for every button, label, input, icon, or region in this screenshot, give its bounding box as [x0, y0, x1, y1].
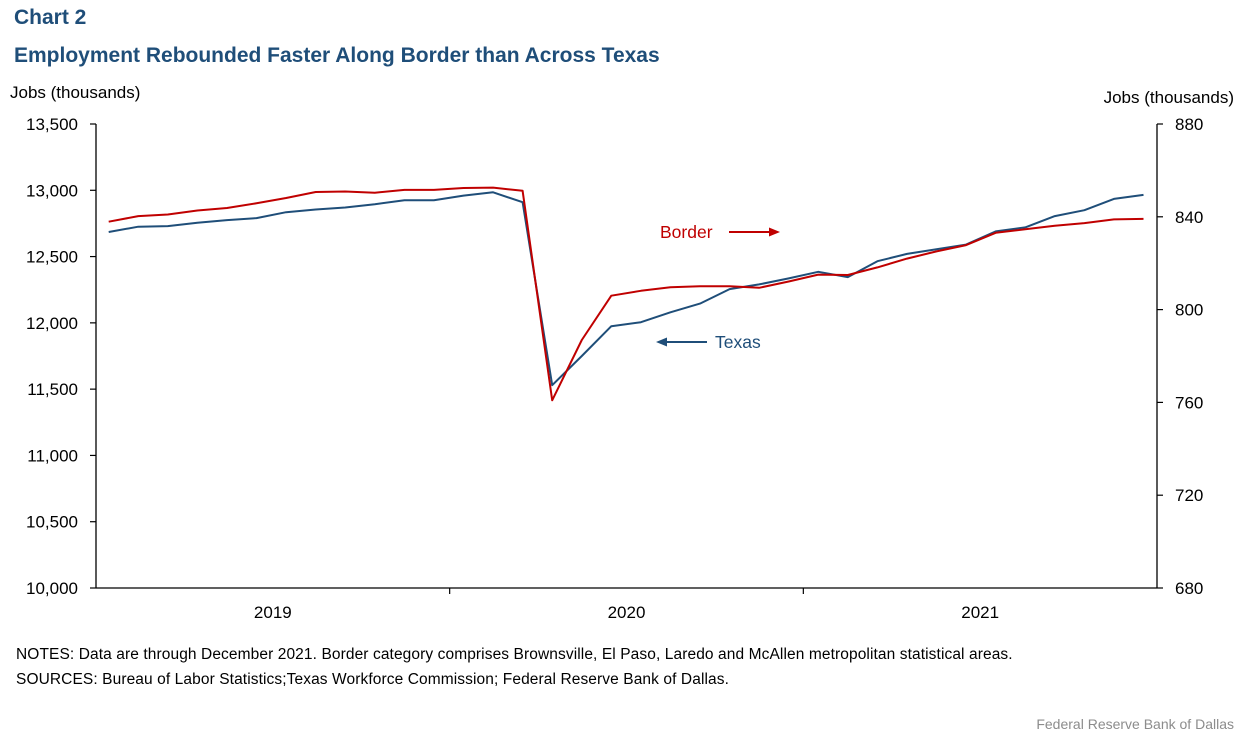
left-tick-label: 10,500 — [26, 513, 78, 532]
texas-arrow-head — [656, 337, 667, 347]
right-tick-label: 880 — [1175, 115, 1203, 134]
series-line-border — [108, 186, 1144, 402]
right-tick-label: 840 — [1175, 208, 1203, 227]
texas-annotation-label: Texas — [715, 332, 761, 352]
right-tick-label: 720 — [1175, 486, 1203, 505]
border-arrow-head — [769, 227, 780, 237]
series-annotations: Border Texas — [656, 222, 780, 352]
left-tick-label: 12,000 — [26, 314, 78, 333]
notes-text: NOTES: Data are through December 2021. B… — [16, 646, 1013, 663]
x-tick-label: 2020 — [608, 603, 646, 622]
left-axis-title: Jobs (thousands) — [10, 83, 141, 102]
x-tick-label: 2019 — [254, 603, 292, 622]
chart-title: Employment Rebounded Faster Along Border… — [14, 44, 660, 67]
axes — [95, 124, 1158, 589]
right-tick-label: 680 — [1175, 579, 1203, 598]
series-line-texas — [108, 191, 1144, 387]
chart-notes: NOTES: Data are through December 2021. B… — [16, 642, 1013, 692]
left-tick-label: 13,000 — [26, 181, 78, 200]
series-lines — [108, 186, 1144, 402]
right-axis-ticks: 880 840 800 760 720 680 — [1157, 115, 1203, 598]
left-tick-label: 12,500 — [26, 248, 78, 267]
chart-label: Chart 2 — [14, 6, 87, 29]
sources-text: SOURCES: Bureau of Labor Statistics;Texa… — [16, 671, 730, 688]
x-axis-ticks: 2019 2020 2021 — [254, 588, 999, 622]
right-tick-label: 760 — [1175, 393, 1203, 412]
border-annotation-label: Border — [660, 222, 713, 242]
right-axis-title: Jobs (thousands) — [1103, 88, 1234, 107]
left-axis-ticks: 13,500 13,000 12,500 12,000 11,500 11,000 10,5… — [26, 115, 96, 598]
left-tick-label: 10,000 — [26, 579, 78, 598]
left-tick-label: 13,500 — [26, 115, 78, 134]
x-tick-label: 2021 — [961, 603, 999, 622]
right-tick-label: 800 — [1175, 301, 1203, 320]
left-tick-label: 11,000 — [27, 446, 78, 465]
left-tick-label: 11,500 — [27, 380, 78, 399]
credit-text: Federal Reserve Bank of Dallas — [1036, 716, 1234, 732]
